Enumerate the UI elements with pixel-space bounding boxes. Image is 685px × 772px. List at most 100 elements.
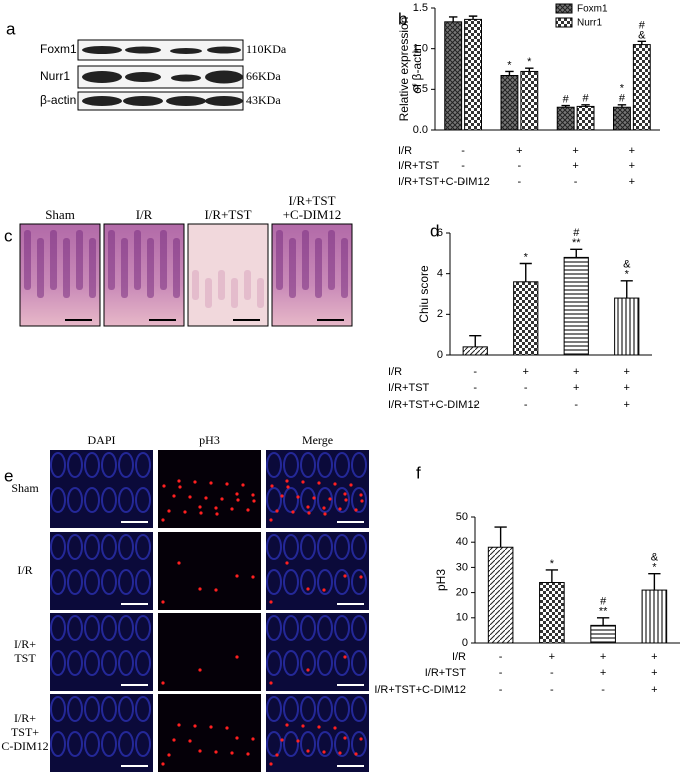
condition-sign: - [524, 399, 528, 411]
nucleus-ring [101, 452, 117, 478]
panel-label: c [4, 226, 13, 245]
ph3-dot [198, 749, 202, 753]
error-bar [469, 334, 482, 347]
error-bar [570, 248, 583, 258]
nucleus-ring [84, 487, 100, 513]
western-blot [77, 39, 244, 111]
ph3-dot [177, 479, 181, 483]
if-column-label: DAPI [87, 433, 115, 447]
ph3-dot [215, 512, 219, 516]
ph3-dot [333, 726, 337, 730]
ph3-dot [306, 668, 310, 672]
nucleus-ring [118, 534, 134, 560]
bar [520, 70, 539, 131]
histology-label: +C-DIM12 [283, 207, 342, 222]
villus [160, 230, 167, 290]
histology-label: Sham [45, 207, 75, 222]
significance-marker: * [507, 59, 512, 71]
ph3-dot [162, 484, 166, 488]
condition-sign: - [461, 176, 465, 188]
if-image [158, 532, 261, 610]
significance-marker: * [527, 56, 532, 68]
ph3-dot [322, 506, 326, 510]
bar [487, 546, 514, 644]
ph3-dot [246, 508, 250, 512]
significance-marker: * [625, 269, 630, 281]
bar [563, 256, 589, 356]
ph3-dot [198, 587, 202, 591]
nucleus-ring [118, 487, 134, 513]
nucleus-ring [266, 650, 282, 676]
condition-sign: + [651, 667, 657, 679]
nucleus-ring [101, 534, 117, 560]
ph3-dot [161, 762, 165, 766]
bar [539, 582, 565, 644]
ph3-dot [204, 496, 208, 500]
nucleus-ring [84, 731, 100, 757]
villus [24, 230, 31, 290]
nucleus-ring [300, 569, 316, 595]
bar [444, 21, 463, 131]
ph3-dot [285, 479, 289, 483]
ph3-dot [183, 510, 187, 514]
if-row-label: I/R+ [14, 711, 36, 725]
histology-image [19, 223, 101, 327]
bar [464, 18, 482, 131]
ph3-dot [354, 752, 358, 756]
ph3-dot [312, 496, 316, 500]
if-image [158, 613, 261, 691]
nucleus-ring [283, 534, 299, 560]
panel-label: a [6, 19, 16, 38]
ph3-dot [241, 483, 245, 487]
nucleus-ring [317, 534, 333, 560]
condition-sign: + [572, 145, 578, 157]
nucleus-ring [266, 569, 282, 595]
villus [244, 270, 251, 300]
condition-sign: - [473, 399, 477, 411]
ph3-dot [193, 724, 197, 728]
bar [500, 75, 519, 131]
if-column-label: pH3 [199, 433, 220, 447]
histology-label: I/R+TST [288, 193, 335, 208]
bar [613, 106, 631, 131]
legend-swatch [555, 3, 573, 14]
ph3-dot [198, 668, 202, 672]
error-bar [519, 262, 532, 282]
significance-marker: * [652, 562, 657, 574]
histology-image [271, 223, 353, 327]
y-axis-label: of β-actin [410, 44, 424, 94]
blot-size-label: 66KDa [246, 69, 281, 83]
nucleus-ring [351, 650, 367, 676]
legend-label: Nurr1 [577, 18, 602, 29]
villus [63, 238, 70, 298]
nucleus-ring [67, 569, 83, 595]
nucleus-ring [84, 615, 100, 641]
if-row-label: C-DIM12 [1, 739, 48, 753]
ph3-dot [235, 574, 239, 578]
nucleus-ring [135, 487, 151, 513]
ph3-dot [286, 485, 290, 489]
ph3-dot [301, 480, 305, 484]
ph3-dot [317, 725, 321, 729]
condition-label: I/R+TST+C-DIM12 [388, 399, 480, 411]
nucleus-ring [84, 650, 100, 676]
ph3-dot [177, 723, 181, 727]
nucleus-ring [317, 487, 333, 513]
if-image [158, 450, 261, 528]
ph3-dot [269, 681, 273, 685]
villus [108, 230, 115, 290]
condition-sign: - [550, 667, 554, 679]
condition-label: I/R [452, 651, 466, 663]
ph3-dot [317, 481, 321, 485]
nucleus-ring [50, 452, 66, 478]
condition-sign: - [461, 160, 465, 172]
significance-marker: & [651, 552, 659, 564]
ph3-dot [235, 736, 239, 740]
villus [205, 278, 212, 308]
if-image [158, 694, 261, 772]
bar [614, 297, 640, 356]
villus [315, 238, 322, 298]
nucleus-ring [67, 534, 83, 560]
y-axis-label: Relative expression [397, 17, 411, 122]
